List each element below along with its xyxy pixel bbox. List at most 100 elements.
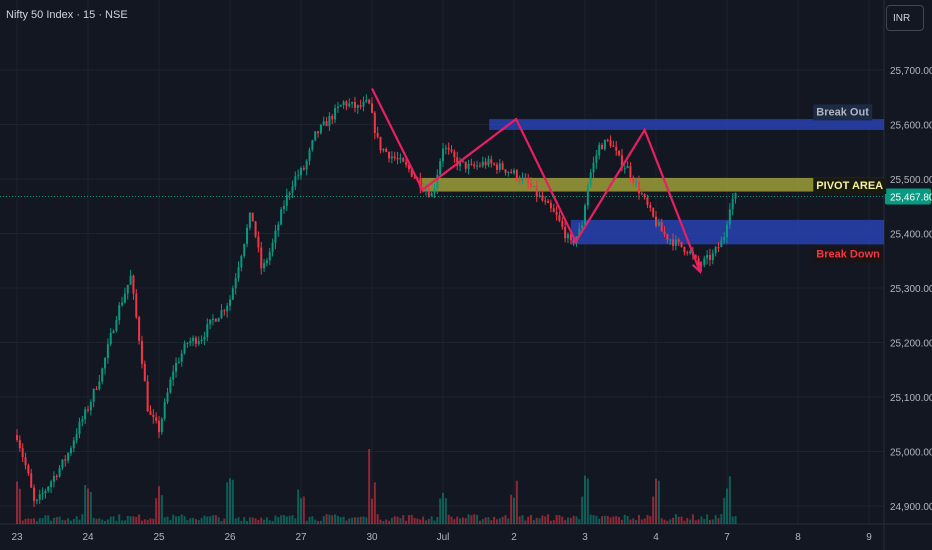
volume-bar	[220, 520, 223, 524]
candle-body	[209, 319, 212, 325]
volume-bar	[203, 515, 206, 524]
candle-body	[186, 343, 189, 345]
candle-body	[84, 409, 87, 420]
candle-body	[643, 194, 646, 198]
annotation-label: Break Out	[816, 106, 869, 118]
candle-body	[27, 465, 30, 474]
candle-body	[652, 208, 655, 217]
volume-bar	[209, 516, 212, 524]
candle-body	[240, 256, 243, 268]
candle-body	[484, 161, 487, 166]
volume-bar	[291, 515, 294, 524]
volume-bar	[632, 518, 635, 524]
volume-bar	[444, 498, 447, 524]
volume-bar	[158, 486, 160, 524]
candle-body	[396, 158, 399, 160]
candle-body	[265, 260, 268, 264]
candle-body	[135, 293, 138, 318]
candle-body	[331, 115, 334, 120]
volume-bar	[339, 517, 342, 524]
volume-bar	[348, 518, 351, 524]
candle-body	[564, 226, 567, 239]
candle-body	[549, 202, 552, 209]
candle-body	[561, 220, 564, 227]
volume-bar	[402, 515, 405, 524]
volume-bar	[325, 514, 328, 524]
volume-bar	[410, 514, 413, 524]
candle-body	[498, 163, 501, 170]
volume-bar	[609, 517, 612, 524]
candle-body	[680, 241, 683, 247]
candle-body	[257, 236, 260, 248]
volume-bar	[368, 449, 371, 524]
volume-bar	[510, 494, 513, 524]
candle-body	[155, 417, 158, 421]
volume-bar	[169, 520, 172, 524]
candle-body	[353, 101, 356, 108]
volume-bar	[385, 519, 388, 524]
candle-body	[305, 160, 308, 170]
candle-body	[75, 434, 78, 441]
volume-bar	[382, 520, 385, 524]
volume-bar	[206, 516, 209, 524]
candle-body	[342, 101, 345, 106]
volume-bar	[18, 488, 21, 524]
candle-body	[504, 169, 507, 173]
candle-body	[325, 121, 328, 127]
candle-body	[444, 147, 447, 149]
y-tick-label: 25,300.00	[890, 284, 932, 295]
candle-body	[336, 106, 339, 109]
volume-bar	[52, 517, 55, 524]
candle-body	[21, 448, 24, 458]
volume-bar	[663, 519, 666, 524]
volume-bar	[92, 517, 95, 524]
candle-body	[55, 476, 58, 478]
volume-bar	[345, 520, 348, 524]
candle-body	[226, 305, 229, 312]
volume-bar	[711, 519, 714, 524]
x-tick-label: 24	[82, 532, 94, 543]
volume-bar	[388, 520, 391, 524]
volume-bar	[223, 518, 226, 524]
candle-body	[728, 209, 731, 225]
candle-body	[44, 490, 47, 494]
volume-bar	[481, 519, 484, 524]
volume-bar	[16, 481, 18, 524]
candle-body	[720, 240, 723, 248]
volume-bar	[194, 519, 197, 524]
volume-bar	[319, 520, 322, 524]
volume-bar	[322, 516, 325, 524]
volume-bar	[282, 514, 285, 524]
volume-bar	[657, 480, 660, 524]
candle-body	[433, 188, 436, 194]
volume-bar	[572, 515, 575, 524]
candle-body	[95, 388, 98, 390]
volume-bar	[561, 516, 564, 524]
candle-body	[112, 330, 115, 334]
candle-body	[532, 186, 535, 188]
candle-body	[109, 333, 112, 345]
candle-body	[16, 435, 18, 441]
candle-body	[555, 211, 558, 216]
currency-button[interactable]: INR	[886, 5, 924, 31]
volume-bar	[21, 520, 24, 524]
candle-body	[180, 353, 183, 362]
volume-bar	[564, 520, 567, 524]
volume-bar	[163, 517, 166, 524]
candle-body	[143, 363, 146, 382]
volume-bar	[490, 520, 493, 524]
candle-body	[731, 198, 734, 210]
candle-body	[495, 164, 498, 170]
candle-body	[393, 156, 396, 159]
x-tick-label: 30	[366, 532, 378, 543]
volume-bar	[669, 519, 672, 524]
x-tick-label: 25	[153, 532, 165, 543]
candle-body	[677, 239, 680, 242]
volume-bar	[578, 519, 581, 524]
volume-bar	[84, 485, 87, 524]
candle-body	[319, 124, 322, 134]
pattern-line[interactable]	[371, 88, 702, 273]
volume-bar	[240, 520, 243, 524]
volume-bar	[603, 515, 606, 524]
